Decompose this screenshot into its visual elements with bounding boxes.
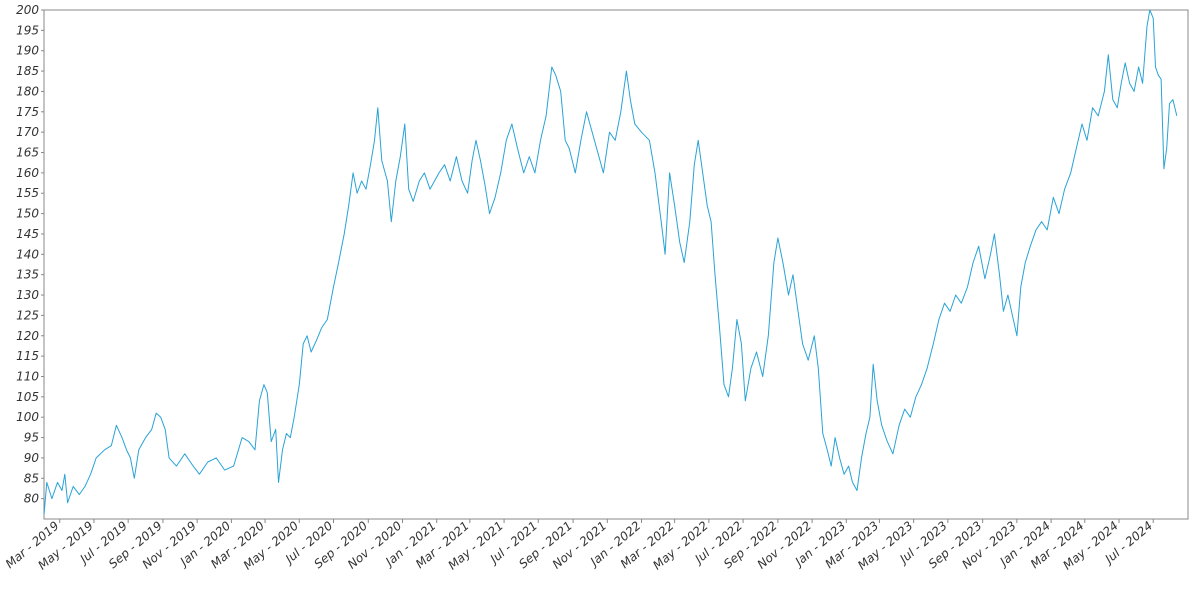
y-tick-label: 110: [16, 369, 39, 383]
y-tick-label: 175: [16, 105, 39, 119]
y-tick-label: 195: [16, 23, 39, 37]
y-axis: 80 85 90 95 100 105 110 115 120 125 130 135 140 145 15…: [16, 3, 44, 506]
y-tick-label: 140: [16, 247, 39, 261]
series-line: [43, 9, 1178, 515]
y-tick-label: 200: [16, 3, 39, 17]
y-tick-label: 130: [16, 288, 39, 302]
y-tick-label: 180: [16, 84, 39, 98]
y-tick-label: 115: [16, 349, 39, 363]
y-tick-label: 150: [16, 207, 39, 221]
y-tick-label: 190: [16, 44, 39, 58]
y-tick-label: 135: [16, 268, 39, 282]
plot-area: [43, 9, 1189, 520]
y-tick-label: 120: [16, 329, 39, 343]
y-tick-label: 85: [24, 471, 39, 485]
y-tick-label: 125: [16, 308, 39, 322]
y-tick-label: 155: [16, 186, 39, 200]
y-tick-label: 95: [24, 431, 39, 445]
y-tick-label: 160: [16, 166, 39, 180]
y-tick-label: 145: [16, 227, 39, 241]
y-tick-label: 165: [16, 146, 39, 160]
plot-border: [43, 9, 1189, 520]
series-layer: [43, 9, 1178, 515]
y-tick-label: 100: [16, 410, 39, 424]
y-tick-label: 105: [16, 390, 39, 404]
y-tick-label: 90: [24, 451, 40, 465]
y-tick-label: 170: [16, 125, 39, 139]
y-tick-label: 185: [16, 64, 39, 78]
y-tick-label: 80: [24, 492, 40, 506]
